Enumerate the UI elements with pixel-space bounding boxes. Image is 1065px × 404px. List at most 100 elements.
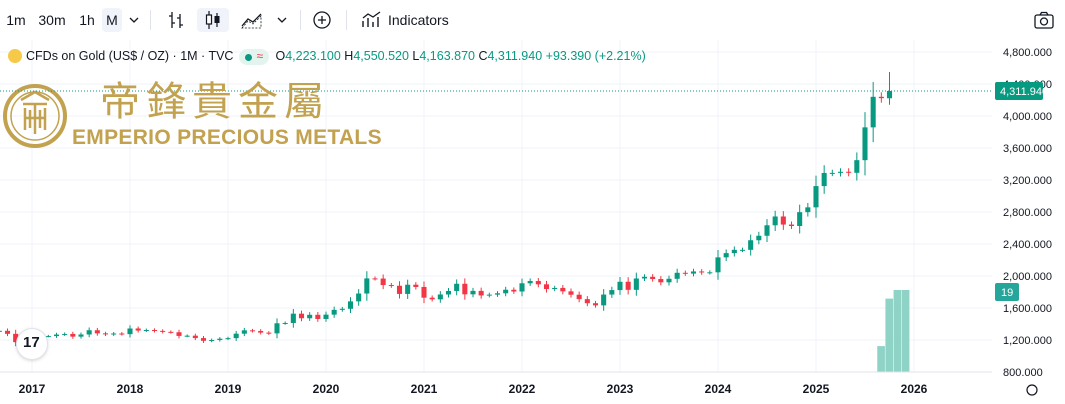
candle-body [200, 338, 207, 341]
indicators-button[interactable]: Indicators [388, 12, 449, 28]
candle-body [878, 96, 884, 99]
candle-body [690, 271, 697, 274]
time-axis-tick-label: 2020 [313, 382, 340, 396]
time-axis-tick-label: 2019 [215, 382, 242, 396]
time-axis-tick-label: 2022 [509, 382, 536, 396]
candle-body [756, 235, 762, 241]
candle-body [4, 330, 11, 334]
candles-icon [205, 11, 220, 29]
price-axis-tick-label: 2,800.000 [1003, 207, 1052, 219]
candle-body [797, 212, 803, 226]
price-axis-tick-label: 3,200.000 [1003, 175, 1052, 187]
candle-body [658, 279, 664, 283]
candle-body [854, 160, 860, 173]
symbol-legend: CFDs on Gold (US$ / OZ) · 1M · TVC O4,223… [8, 44, 646, 68]
chevron-down-icon[interactable] [126, 8, 142, 32]
candle-body [707, 272, 713, 274]
interval-1h-button[interactable]: 1h [79, 12, 95, 28]
candles-chart-type-button[interactable] [197, 8, 229, 32]
candle-body [486, 294, 492, 296]
indicators-icon[interactable] [360, 8, 384, 32]
candle-body [176, 332, 182, 336]
candle-body [494, 293, 501, 295]
candle-body [364, 278, 370, 294]
candle-body [592, 303, 599, 306]
settings-gear-icon[interactable] [1026, 384, 1038, 396]
candle-body [772, 216, 778, 226]
market-status-icon[interactable] [239, 48, 270, 65]
candle-body [601, 294, 607, 306]
candle-body [86, 330, 92, 335]
camera-snapshot-icon[interactable] [1032, 8, 1056, 32]
volume-bar [893, 290, 902, 372]
candle-body [739, 249, 746, 251]
symbol-description[interactable]: CFDs on Gold (US$ / OZ) · 1M · TVC [26, 49, 234, 63]
volume-bar [901, 290, 910, 372]
price-axis-tick-label: 3,600.000 [1003, 143, 1052, 155]
bar-chart-type-icon[interactable] [164, 8, 188, 32]
candle-body [282, 322, 288, 324]
chevron-down-icon[interactable] [274, 8, 290, 32]
candle-body [274, 323, 280, 334]
price-axis-tick-label: 2,400.000 [1003, 239, 1052, 251]
area-chart-type-icon[interactable] [240, 8, 264, 32]
interval-30m-button[interactable]: 30m [38, 12, 66, 28]
candle-body [111, 333, 117, 335]
candle-body [633, 278, 639, 290]
time-axis-tick-label: 2025 [803, 382, 830, 396]
candle-body [846, 171, 852, 173]
candle-body [584, 299, 590, 304]
time-axis-tick-label: 2024 [705, 382, 732, 396]
candle-body [388, 285, 394, 287]
candle-body [829, 172, 835, 174]
price-axis-tick-label: 4,000.000 [1003, 111, 1052, 123]
candle-body [13, 333, 19, 343]
time-axis-tick-label: 2017 [19, 382, 46, 396]
volume-bar [877, 346, 885, 372]
candle-body [886, 91, 893, 99]
volume-label: 19 [1001, 287, 1013, 299]
interval-monthly-button[interactable]: M [102, 8, 122, 32]
time-axis-tick-label: 2026 [901, 382, 928, 396]
candle-body [429, 297, 435, 300]
toolbar-separator [150, 10, 151, 30]
candles [0, 71, 893, 347]
candle-body [78, 334, 84, 337]
open-label: O [275, 49, 286, 63]
candle-body [290, 313, 296, 323]
candle-body [650, 276, 656, 280]
candle-body [674, 272, 680, 279]
top-toolbar: 1m 30m 1h M Indicators [0, 0, 1065, 40]
candle-body [70, 333, 76, 337]
candle-body [421, 286, 427, 298]
candle-body [699, 271, 705, 273]
candle-body [62, 333, 68, 335]
candle-body [233, 333, 239, 339]
candle-body [535, 281, 541, 285]
compare-add-symbol-icon[interactable] [310, 8, 334, 32]
candle-body [143, 330, 149, 331]
candle-body [119, 333, 125, 335]
volume-bars [877, 290, 910, 372]
candle-body [249, 330, 256, 332]
symbol-icon [8, 48, 22, 63]
candle-body [543, 284, 550, 290]
candle-body [552, 287, 558, 290]
watermark-chinese-title: 帝鋒貴金屬 [100, 79, 330, 125]
candle-body [788, 224, 795, 226]
candle-body [405, 284, 411, 294]
candle-body [192, 335, 198, 339]
candle-body [715, 257, 721, 273]
candle-body [813, 186, 819, 208]
tradingview-logo[interactable]: 17 [16, 328, 48, 360]
candle-body [837, 171, 844, 173]
interval-1m-button[interactable]: 1m [6, 12, 26, 28]
candle-body [519, 283, 525, 292]
candle-body [576, 294, 582, 300]
candle-body [454, 283, 460, 291]
candle-body [380, 278, 386, 286]
candle-body [511, 289, 517, 292]
candle-body [168, 331, 174, 333]
low-value: 4,163.870 [419, 49, 475, 63]
